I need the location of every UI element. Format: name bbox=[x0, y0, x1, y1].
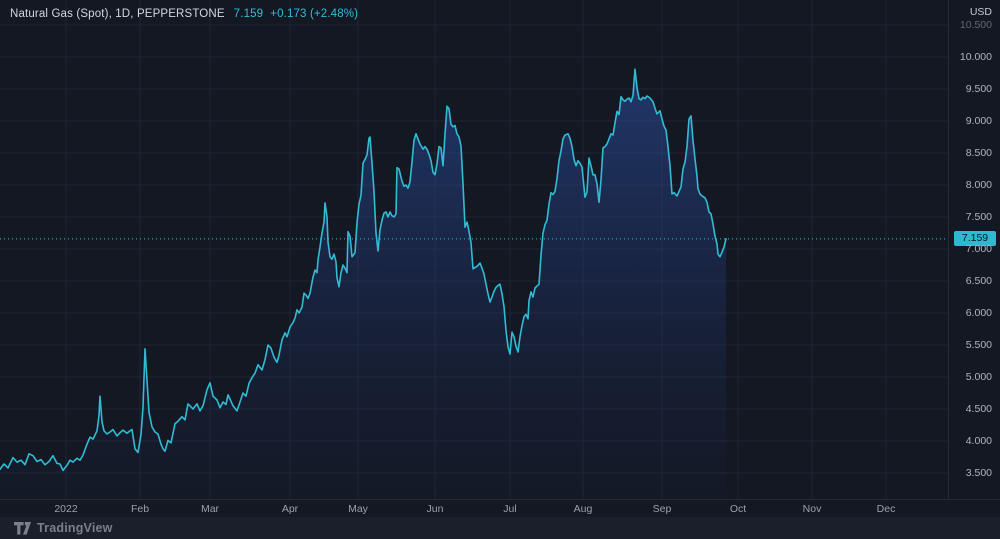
tradingview-attribution[interactable]: TradingView bbox=[14, 521, 113, 535]
price-axis-label: 6.500 bbox=[965, 275, 992, 287]
price-axis-label: 10.500 bbox=[959, 19, 992, 31]
time-axis-label: Jun bbox=[426, 503, 444, 515]
price-axis-label: 10.000 bbox=[959, 51, 992, 63]
price-axis-label: 5.000 bbox=[965, 371, 992, 383]
bottom-toolbar: TradingView bbox=[0, 517, 1000, 539]
time-axis[interactable]: 2022 Feb Mar Apr May Jun Jul Aug Sep Oct Nov Dec bbox=[0, 499, 1000, 517]
price-axis-label: 4.000 bbox=[965, 435, 992, 447]
price-axis-label: 7.500 bbox=[965, 211, 992, 223]
time-axis-label: Feb bbox=[130, 503, 150, 515]
price-axis-label: 4.500 bbox=[965, 403, 992, 415]
area-fill bbox=[0, 69, 726, 499]
current-price-badge: 7.159 bbox=[954, 231, 996, 247]
time-axis-label: Nov bbox=[802, 503, 822, 515]
time-axis-label: Oct bbox=[729, 503, 747, 515]
symbol-title[interactable]: Natural Gas (Spot), 1D, PEPPERSTONE bbox=[10, 8, 225, 20]
price-chart-canvas[interactable] bbox=[0, 0, 948, 499]
tradingview-logo-icon bbox=[14, 521, 31, 535]
price-line-series bbox=[0, 68, 727, 472]
time-axis-label: Sep bbox=[652, 503, 672, 515]
price-axis-label: 8.000 bbox=[965, 179, 992, 191]
price-axis-label: 9.000 bbox=[965, 115, 992, 127]
tradingview-logo-text: TradingView bbox=[37, 521, 113, 535]
price-chart-pane[interactable]: Natural Gas (Spot), 1D, PEPPERSTONE 7.159… bbox=[0, 0, 948, 499]
time-axis-label: Aug bbox=[573, 503, 593, 515]
time-axis-label: Dec bbox=[876, 503, 896, 515]
price-axis-label: 7.000 bbox=[965, 243, 992, 255]
currency-label: USD bbox=[969, 6, 992, 18]
time-axis-label: Apr bbox=[281, 503, 299, 515]
time-axis-label: Mar bbox=[200, 503, 220, 515]
time-axis-label: 2022 bbox=[54, 503, 78, 515]
price-axis-label: 6.000 bbox=[965, 307, 992, 319]
price-axis-label: 8.500 bbox=[965, 147, 992, 159]
price-change-value: +0.173 (+2.48%) bbox=[270, 8, 359, 20]
time-axis-label: May bbox=[348, 503, 368, 515]
symbol-legend: Natural Gas (Spot), 1D, PEPPERSTONE 7.159… bbox=[10, 8, 358, 20]
price-axis-label: 9.500 bbox=[965, 83, 992, 95]
time-axis-label: Jul bbox=[503, 503, 517, 515]
price-axis[interactable]: USD 7.159 3.500 4.000 4.500 5.000 5.500 6.000… bbox=[948, 0, 1000, 499]
last-price-value: 7.159 bbox=[233, 8, 264, 20]
price-axis-label: 3.500 bbox=[965, 467, 992, 479]
price-axis-label: 5.500 bbox=[965, 339, 992, 351]
